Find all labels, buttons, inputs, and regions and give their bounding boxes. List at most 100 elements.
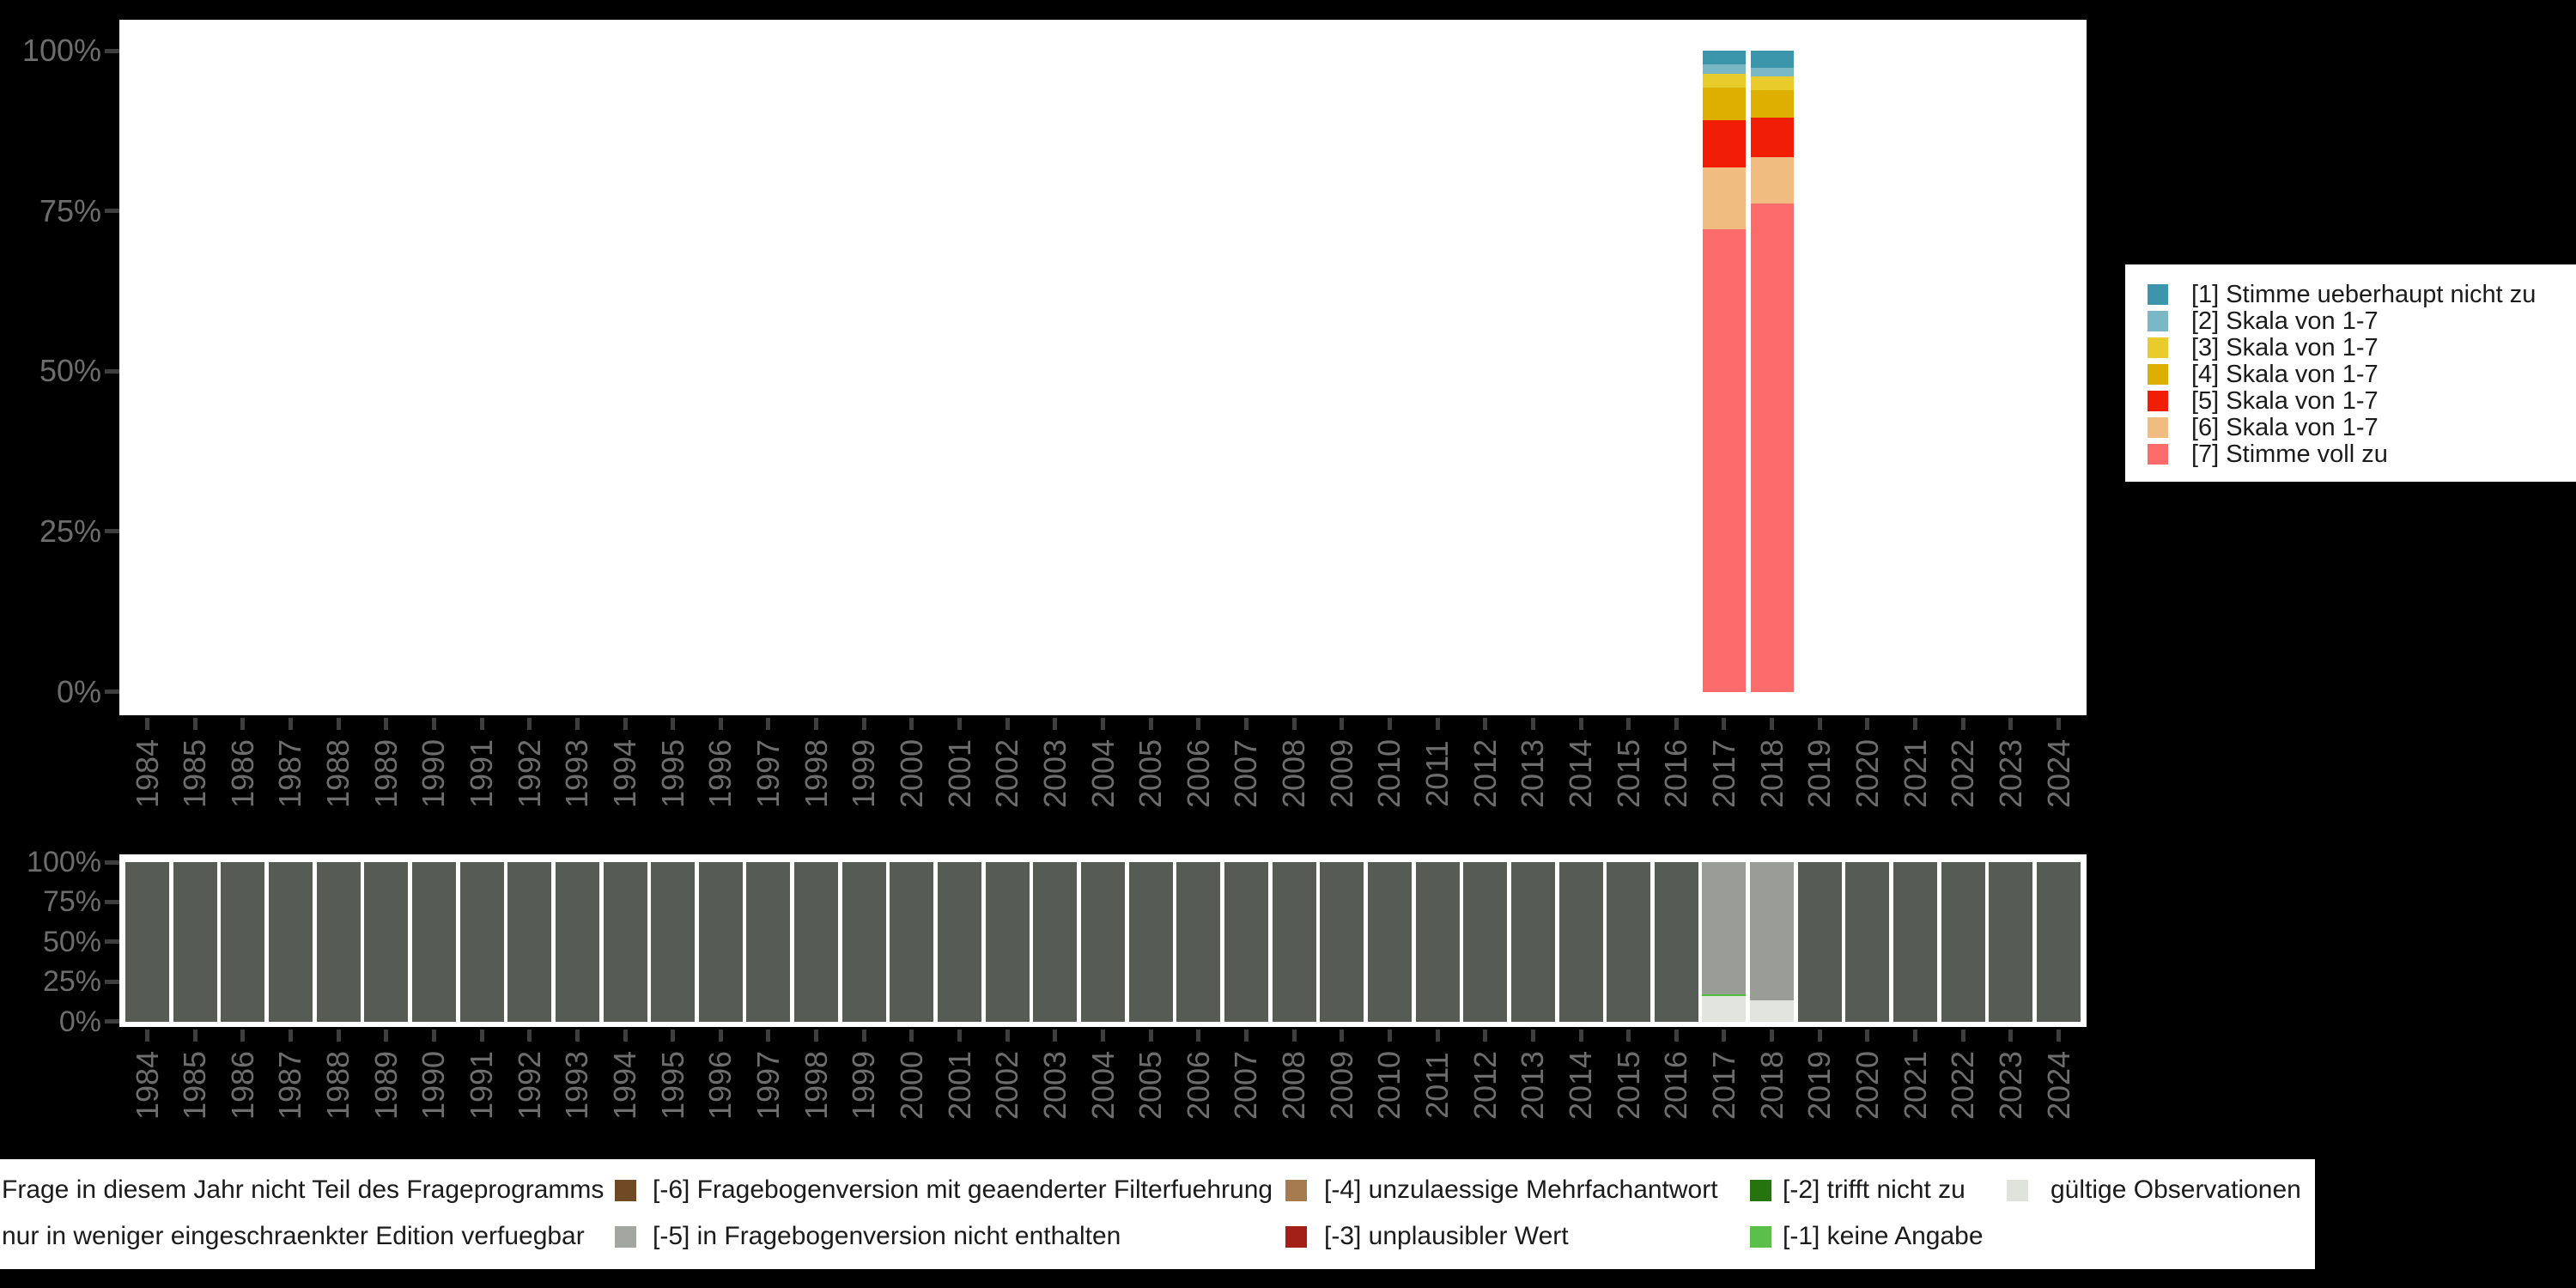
x-axis-tick	[1005, 718, 1010, 730]
x-axis-label: 2013	[1515, 738, 1551, 809]
bar-segment	[890, 862, 934, 1022]
legend-label: [6] Skala von 1-7	[2191, 414, 2379, 441]
x-axis-tick	[1291, 1030, 1297, 1042]
x-axis-tick	[1530, 1030, 1535, 1042]
x-axis-tick	[1626, 1030, 1631, 1042]
x-axis-label: 2009	[1323, 1050, 1359, 1121]
bar-segment	[125, 862, 169, 1022]
x-axis-label: 2004	[1084, 738, 1121, 809]
bar-segment	[459, 862, 504, 1022]
x-axis-tick	[1483, 718, 1488, 730]
legend-label: [-4] unzulaessige Mehrfachantwort	[1324, 1176, 1718, 1204]
x-axis-tick	[1530, 718, 1535, 730]
x-axis-label: 2023	[1992, 1050, 2028, 1121]
bar-segment	[221, 862, 265, 1022]
x-axis-label: 1999	[846, 1050, 882, 1121]
bar-segment	[1702, 994, 1747, 996]
x-axis-tick	[1817, 718, 1822, 730]
bottom-plot-area	[119, 854, 2087, 1027]
y-axis-label: 0%	[58, 1005, 101, 1038]
bar-segment	[316, 862, 361, 1022]
y-axis-tick	[105, 209, 119, 214]
x-axis-tick	[814, 1030, 819, 1042]
bar-segment	[268, 862, 313, 1022]
x-axis-tick	[192, 1030, 197, 1042]
x-axis-label: 1986	[224, 738, 260, 809]
x-axis-label: 1985	[177, 738, 213, 809]
bar-segment	[2037, 862, 2081, 1022]
x-axis-tick	[574, 1030, 580, 1042]
y-axis-label: 25%	[39, 513, 101, 549]
legend-swatch	[615, 1226, 636, 1248]
x-axis-tick	[1770, 1030, 1775, 1042]
bar-segment	[938, 862, 982, 1022]
y-axis-tick	[105, 979, 119, 984]
x-axis-tick	[909, 1030, 914, 1042]
x-axis-label: 2010	[1371, 1050, 1407, 1121]
bar-segment	[1702, 88, 1746, 120]
x-axis-label: 1984	[129, 738, 165, 809]
bar-segment	[1893, 862, 1938, 1022]
y-axis-label: 50%	[39, 353, 101, 389]
x-axis-label: 2000	[893, 738, 929, 809]
legend-swatch	[615, 1180, 636, 1201]
x-axis-tick	[1101, 1030, 1105, 1042]
y-axis-tick	[105, 368, 119, 374]
x-axis-label: 2015	[1610, 1050, 1646, 1121]
bar-segment	[1176, 862, 1221, 1022]
x-axis-label: 1998	[798, 1050, 834, 1121]
bar-segment	[1702, 73, 1746, 88]
bar-segment	[794, 862, 839, 1022]
x-axis-label: 1996	[702, 738, 738, 809]
x-axis-label: 2000	[893, 1050, 929, 1121]
top-plot-area	[119, 20, 2087, 715]
x-axis-label: 2001	[941, 1050, 977, 1121]
x-axis-tick	[1960, 1030, 1965, 1042]
x-axis-tick	[1817, 1030, 1822, 1042]
bar-segment	[1750, 68, 1794, 76]
x-axis-tick	[718, 718, 723, 730]
legend-label: [7] Stimme voll zu	[2191, 440, 2388, 468]
y-axis-tick	[105, 939, 119, 945]
x-axis-tick	[623, 718, 628, 730]
x-axis-tick	[192, 718, 197, 730]
x-axis-tick	[1196, 1030, 1201, 1042]
bar-segment	[985, 862, 1030, 1022]
x-axis-tick	[479, 718, 484, 730]
x-axis-label: 2020	[1849, 1050, 1885, 1121]
x-axis-tick	[1435, 1030, 1440, 1042]
x-axis-label: 1996	[702, 1050, 738, 1121]
x-axis-tick	[1243, 718, 1249, 730]
x-axis-label: 2002	[989, 738, 1025, 809]
x-axis-tick	[527, 718, 532, 730]
x-axis-label: 1990	[416, 738, 452, 809]
x-axis-tick	[1291, 718, 1297, 730]
legend-label: Frage in diesem Jahr nicht Teil des Frag…	[2, 1176, 605, 1204]
x-axis-tick	[1196, 718, 1201, 730]
x-axis-tick	[336, 718, 341, 730]
x-axis-label: 1995	[654, 1050, 690, 1121]
x-axis-label: 1993	[559, 738, 595, 809]
x-axis-tick	[1578, 1030, 1583, 1042]
x-axis-label: 2018	[1753, 1050, 1789, 1121]
x-axis-tick	[623, 1030, 628, 1042]
x-axis-tick	[384, 718, 389, 730]
x-axis-label: 1994	[607, 1050, 642, 1121]
x-axis-tick	[1674, 718, 1679, 730]
x-axis-label: 2020	[1849, 738, 1885, 809]
y-axis-label: 75%	[39, 192, 101, 228]
bar-segment	[841, 862, 886, 1022]
y-axis-label: 50%	[42, 925, 101, 958]
legend-swatch	[1285, 1226, 1307, 1248]
legend-label: [-1] keine Angabe	[1783, 1222, 1984, 1250]
x-axis-label: 1986	[224, 1050, 260, 1121]
bar-segment	[1654, 862, 1698, 1022]
x-axis-tick	[288, 1030, 293, 1042]
x-axis-tick	[1101, 718, 1105, 730]
legend-swatch	[1285, 1180, 1307, 1201]
x-axis-label: 2017	[1705, 738, 1741, 809]
y-axis-tick	[105, 529, 119, 534]
bar-segment	[1415, 862, 1460, 1022]
bar-segment	[603, 862, 647, 1022]
bar-segment	[1941, 862, 1985, 1022]
